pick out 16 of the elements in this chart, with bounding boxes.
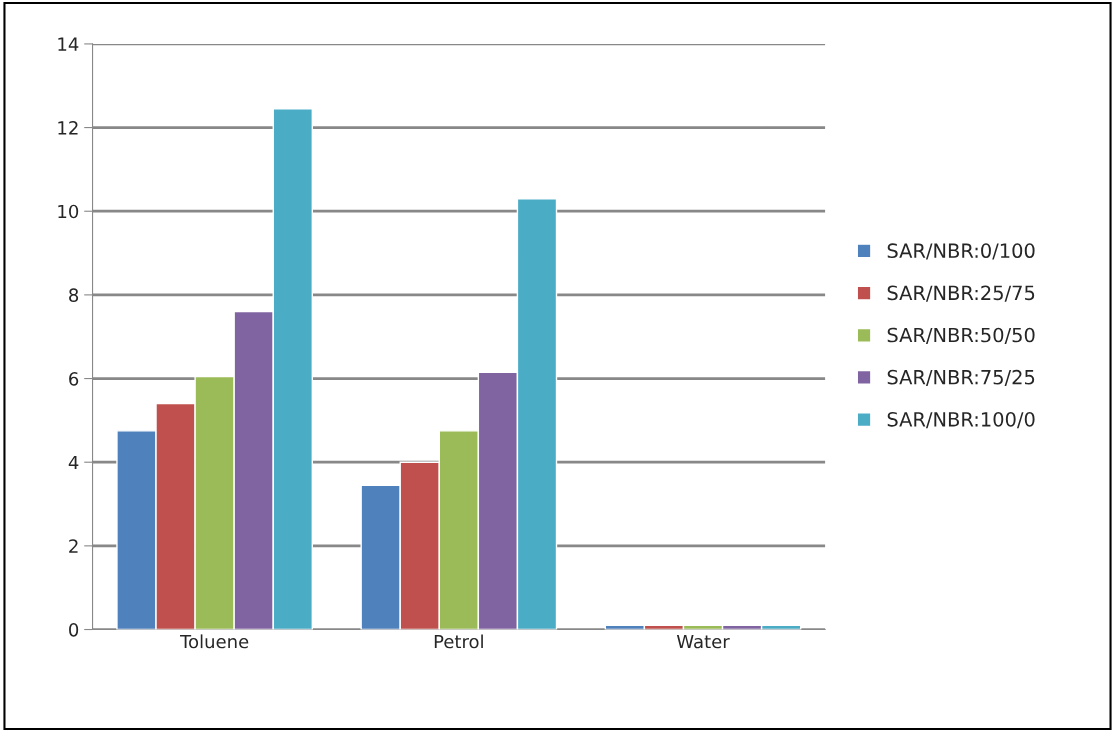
y-tick-label: 12: [58, 121, 78, 135]
x-tick-label: Water: [676, 634, 730, 649]
y-tick-label: 6: [69, 372, 79, 386]
legend-label: SAR/NBR:25/75: [887, 285, 1035, 302]
y-tick-label: 10: [58, 204, 79, 219]
x-tick-label: Toluene: [180, 634, 249, 649]
y-tick-label: 2: [69, 539, 78, 553]
y-tick-label: 8: [69, 288, 79, 303]
y-tick-label: 4: [68, 455, 79, 470]
legend-label: SAR/NBR:50/50: [887, 327, 1035, 344]
legend-label: SAR/NBR:100/0: [887, 411, 1035, 429]
legend-label: SAR/NBR:0/100: [887, 243, 1035, 260]
y-tick-label: 14: [58, 37, 79, 51]
x-tick-label: Petrol: [434, 634, 483, 649]
legend-label: SAR/NBR:75/25: [887, 369, 1035, 387]
y-tick-label: 0: [69, 622, 79, 637]
